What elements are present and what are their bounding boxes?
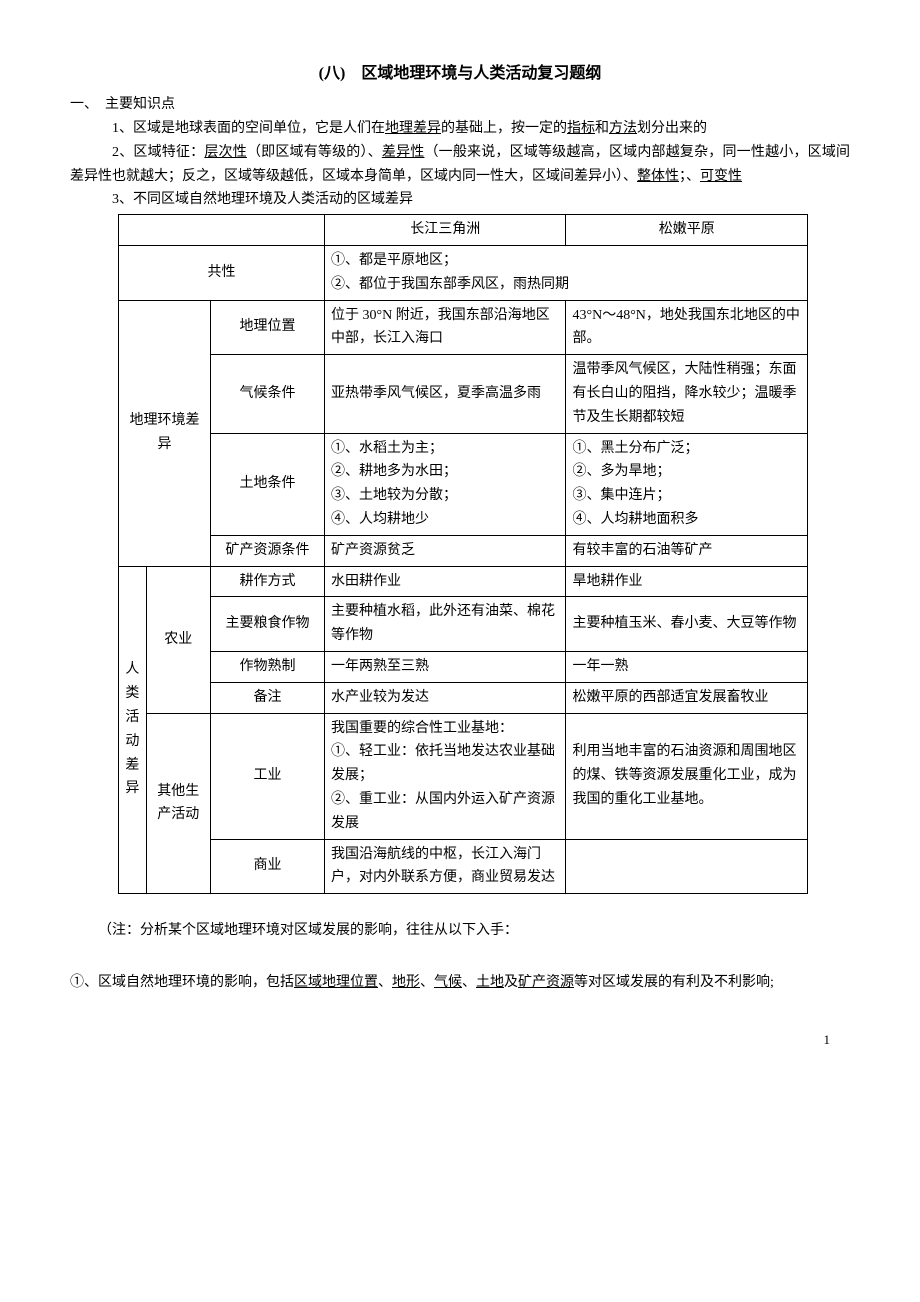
geo-loc-label: 地理位置 — [210, 300, 324, 355]
mineral-label: 矿产资源条件 — [210, 535, 324, 566]
crop-cj: 主要种植水稻，此外还有油菜、棉花等作物 — [325, 597, 566, 652]
fn2-b: 、 — [378, 975, 392, 990]
farm-method-cj: 水田耕作业 — [325, 566, 566, 597]
fn2-u4: 土地 — [476, 975, 504, 990]
table-row: 备注 水产业较为发达 松嫩平原的西部适宜发展畜牧业 — [119, 682, 808, 713]
paragraph-2: 2、区域特征：层次性（即区域有等级的）、差异性（一般来说，区域等级越高，区域内部… — [70, 141, 850, 189]
industry-cj: 我国重要的综合性工业基地： ①、轻工业：依托当地发达农业基础发展； ②、重工业：… — [325, 713, 566, 839]
fn2-f: 等对区域发展的有利及不利影响; — [574, 975, 774, 990]
comparison-table: 长江三角洲 松嫩平原 共性 ①、都是平原地区； ②、都位于我国东部季风区，雨热同… — [118, 214, 808, 894]
row-common-label: 共性 — [119, 245, 325, 300]
geo-loc-cj: 位于 30°N 附近，我国东部沿海地区中部，长江入海口 — [325, 300, 566, 355]
table-row: 气候条件 亚热带季风气候区，夏季高温多雨 温带季风气候区，大陆性稍强；东面有长白… — [119, 355, 808, 433]
header-empty — [119, 215, 325, 246]
table-row: 其他生产活动 工业 我国重要的综合性工业基地： ①、轻工业：依托当地发达农业基础… — [119, 713, 808, 839]
fn2-u1: 区域地理位置 — [294, 975, 378, 990]
paragraph-1: 1、区域是地球表面的空间单位，它是人们在地理差异的基础上，按一定的指标和方法划分… — [70, 117, 850, 141]
col-songnen: 松嫩平原 — [566, 215, 808, 246]
p2-text-d: ；、 — [679, 169, 700, 184]
fn2-c: 、 — [420, 975, 434, 990]
p2-text-a: 2、区域特征： — [112, 145, 204, 160]
p2-text-b: （即区域有等级的）、 — [247, 145, 382, 160]
paragraph-3: 3、不同区域自然地理环境及人类活动的区域差异 — [70, 188, 850, 212]
table-row: 人类活动差异 农业 耕作方式 水田耕作业 旱地耕作业 — [119, 566, 808, 597]
geo-loc-sn: 43°N～48°N，地处我国东北地区的中部。 — [566, 300, 808, 355]
row-common-cell: ①、都是平原地区； ②、都位于我国东部季风区，雨热同期 — [325, 245, 808, 300]
commerce-sn — [566, 839, 808, 894]
industry-sn: 利用当地丰富的石油资源和周围地区的煤、铁等资源发展重化工业，成为我国的重化工业基… — [566, 713, 808, 839]
table-header-row: 长江三角洲 松嫩平原 — [119, 215, 808, 246]
table-row: 商业 我国沿海航线的中枢，长江入海门户，对内外联系方便，商业贸易发达 — [119, 839, 808, 894]
ripen-cj: 一年两熟至三熟 — [325, 651, 566, 682]
climate-sn: 温带季风气候区，大陆性稍强；东面有长白山的阻挡，降水较少；温暖季节及生长期都较短 — [566, 355, 808, 433]
table-row: 矿产资源条件 矿产资源贫乏 有较丰富的石油等矿产 — [119, 535, 808, 566]
mineral-sn: 有较丰富的石油等矿产 — [566, 535, 808, 566]
farm-method-label: 耕作方式 — [210, 566, 324, 597]
ripen-label: 作物熟制 — [210, 651, 324, 682]
p2-underline-1: 层次性 — [204, 145, 247, 160]
land-cj: ①、水稻土为主； ②、耕地多为水田； ③、土地较为分散； ④、人均耕地少 — [325, 433, 566, 535]
industry-label: 工业 — [210, 713, 324, 839]
table-row: 土地条件 ①、水稻土为主； ②、耕地多为水田； ③、土地较为分散； ④、人均耕地… — [119, 433, 808, 535]
geo-env-label: 地理环境差异 — [119, 300, 211, 566]
p1-text-a: 1、区域是地球表面的空间单位，它是人们在 — [112, 121, 385, 136]
p1-text-d: 划分出来的 — [637, 121, 707, 136]
climate-label: 气候条件 — [210, 355, 324, 433]
commerce-label: 商业 — [210, 839, 324, 894]
p1-text-b: 的基础上，按一定的 — [441, 121, 567, 136]
p2-underline-4: 可变性 — [700, 169, 742, 184]
fn2-d: 、 — [462, 975, 476, 990]
col-changjiang: 长江三角洲 — [325, 215, 566, 246]
p2-underline-3: 整体性 — [637, 169, 679, 184]
land-label: 土地条件 — [210, 433, 324, 535]
footnote-1: （注：分析某个区域地理环境对区域发展的影响，往往从以下入手： — [70, 914, 850, 948]
fn2-u2: 地形 — [392, 975, 420, 990]
table-row: 共性 ①、都是平原地区； ②、都位于我国东部季风区，雨热同期 — [119, 245, 808, 300]
p1-text-c: 和 — [595, 121, 609, 136]
mineral-cj: 矿产资源贫乏 — [325, 535, 566, 566]
agri-label: 农业 — [146, 566, 210, 713]
fn2-u5: 矿产资源 — [518, 975, 574, 990]
table-row: 主要粮食作物 主要种植水稻，此外还有油菜、棉花等作物 主要种植玉米、春小麦、大豆… — [119, 597, 808, 652]
fn2-u3: 气候 — [434, 975, 462, 990]
p1-underline-3: 方法 — [609, 121, 637, 136]
fn2-e: 及 — [504, 975, 518, 990]
note-cj: 水产业较为发达 — [325, 682, 566, 713]
climate-cj: 亚热带季风气候区，夏季高温多雨 — [325, 355, 566, 433]
note-sn: 松嫩平原的西部适宜发展畜牧业 — [566, 682, 808, 713]
other-label: 其他生产活动 — [146, 713, 210, 894]
table-row: 地理环境差异 地理位置 位于 30°N 附近，我国东部沿海地区中部，长江入海口 … — [119, 300, 808, 355]
note-label: 备注 — [210, 682, 324, 713]
ripen-sn: 一年一熟 — [566, 651, 808, 682]
section-heading: 一、 主要知识点 — [70, 93, 850, 117]
crop-label: 主要粮食作物 — [210, 597, 324, 652]
page-number: 1 — [70, 1029, 850, 1051]
human-label: 人类活动差异 — [119, 566, 147, 894]
crop-sn: 主要种植玉米、春小麦、大豆等作物 — [566, 597, 808, 652]
farm-method-sn: 旱地耕作业 — [566, 566, 808, 597]
page-title: (八) 区域地理环境与人类活动复习题纲 — [70, 60, 850, 87]
commerce-cj: 我国沿海航线的中枢，长江入海门户，对内外联系方便，商业贸易发达 — [325, 839, 566, 894]
p2-underline-2: 差异性 — [382, 145, 425, 160]
table-row: 作物熟制 一年两熟至三熟 一年一熟 — [119, 651, 808, 682]
p1-underline-2: 指标 — [567, 121, 595, 136]
p1-underline-1: 地理差异 — [385, 121, 441, 136]
footnote-2: ①、区域自然地理环境的影响，包括区域地理位置、地形、气候、土地及矿产资源等对区域… — [70, 966, 850, 1000]
fn2-a: ①、区域自然地理环境的影响，包括 — [70, 975, 294, 990]
land-sn: ①、黑土分布广泛； ②、多为旱地； ③、集中连片； ④、人均耕地面积多 — [566, 433, 808, 535]
